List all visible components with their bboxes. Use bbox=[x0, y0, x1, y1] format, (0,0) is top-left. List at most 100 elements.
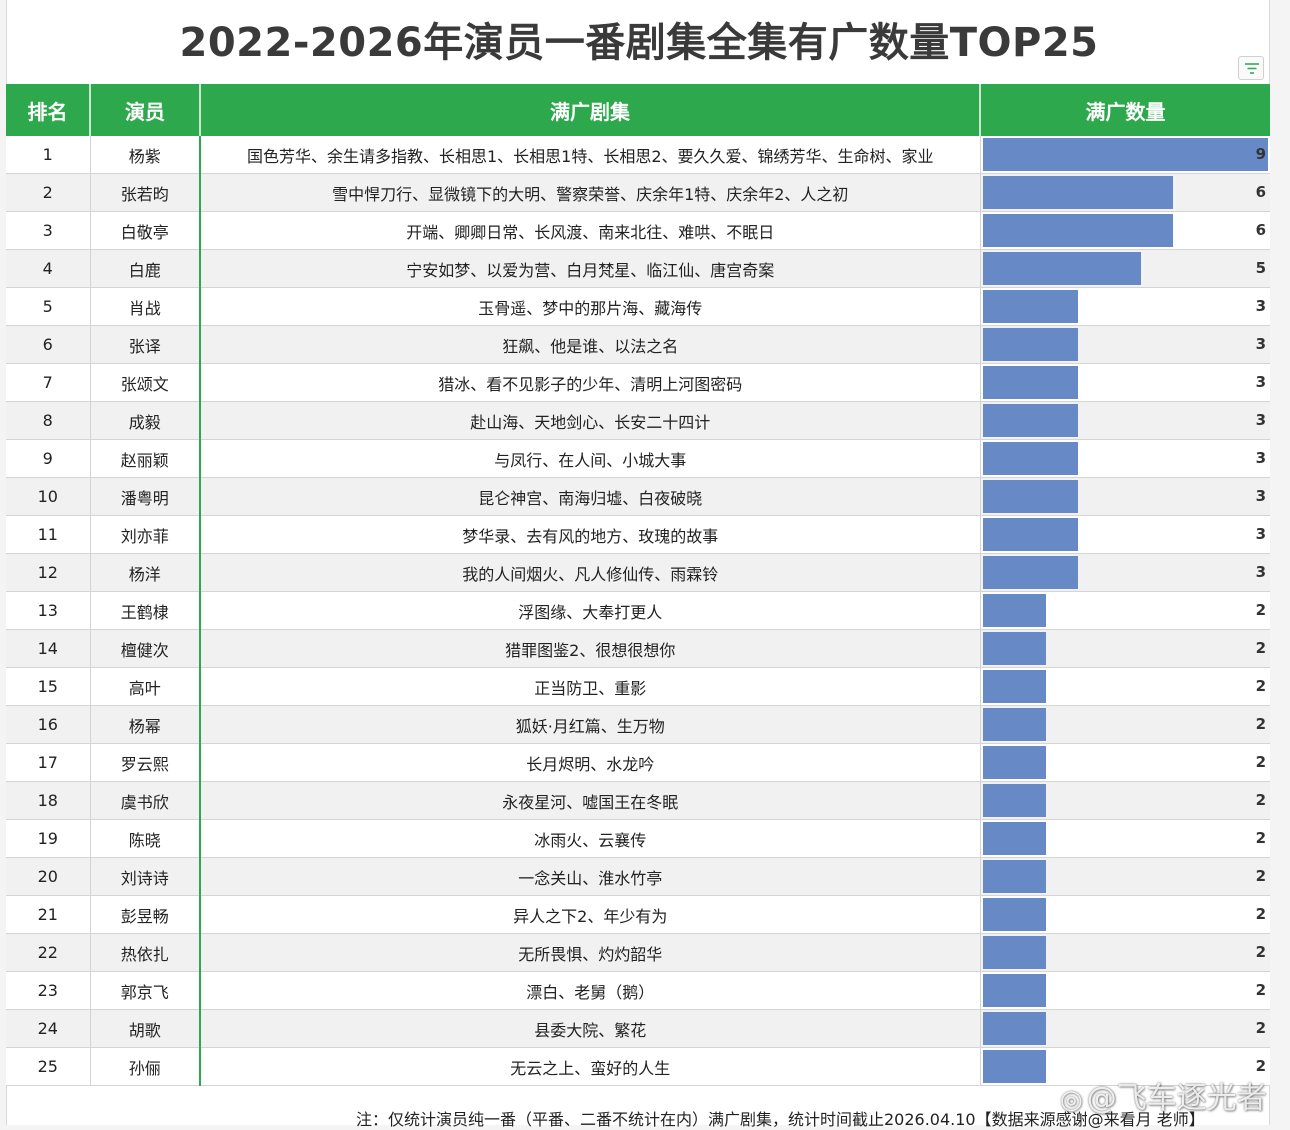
count-value: 3 bbox=[1255, 525, 1266, 543]
rank-cell: 20 bbox=[6, 857, 91, 896]
actor-cell: 杨紫 bbox=[90, 136, 201, 174]
rank-cell: 25 bbox=[6, 1047, 91, 1086]
actor-cell: 虞书欣 bbox=[90, 781, 201, 820]
table-row[interactable]: 14 檀健次 猎罪图鉴2、很想很想你 2 bbox=[6, 629, 1270, 668]
count-value: 3 bbox=[1255, 487, 1266, 505]
dramas-cell: 无所畏惧、灼灼韶华 bbox=[200, 933, 981, 972]
count-cell: 6 bbox=[979, 173, 1270, 212]
rank-cell: 9 bbox=[6, 439, 91, 478]
table-row[interactable]: 19 陈晓 冰雨火、云襄传 2 bbox=[6, 819, 1270, 858]
rank-cell: 11 bbox=[6, 515, 91, 554]
table-row[interactable]: 10 潘粤明 昆仑神宫、南海归墟、白夜破晓 3 bbox=[6, 477, 1270, 516]
count-bar bbox=[982, 442, 1078, 475]
actor-cell: 张译 bbox=[90, 325, 201, 364]
rank-cell: 16 bbox=[6, 705, 91, 744]
dramas-cell: 宁安如梦、以爱为营、白月梵星、临江仙、唐宫奇案 bbox=[200, 249, 981, 288]
dramas-cell: 一念关山、淮水竹亭 bbox=[200, 857, 981, 896]
rank-cell: 21 bbox=[6, 895, 91, 934]
count-cell: 2 bbox=[979, 591, 1270, 630]
rank-cell: 15 bbox=[6, 667, 91, 706]
count-bar bbox=[982, 556, 1078, 589]
count-bar bbox=[982, 860, 1046, 893]
table-row[interactable]: 1 杨紫 国色芳华、余生请多指教、长相思1、长相思1特、长相思2、要久久爱、锦绣芳华… bbox=[6, 136, 1270, 174]
rank-cell: 13 bbox=[6, 591, 91, 630]
watermark-text: @飞车逐光者 bbox=[1086, 1081, 1267, 1116]
table-row[interactable]: 7 张颂文 猎冰、看不见影子的少年、清明上河图密码 3 bbox=[6, 363, 1270, 402]
table-row[interactable]: 3 白敬亭 开端、卿卿日常、长风渡、南来北往、难哄、不眠日 6 bbox=[6, 211, 1270, 250]
count-cell: 2 bbox=[979, 629, 1270, 668]
count-value: 2 bbox=[1255, 943, 1266, 961]
table-row[interactable]: 13 王鹤棣 浮图缘、大奉打更人 2 bbox=[6, 591, 1270, 630]
rank-cell: 14 bbox=[6, 629, 91, 668]
count-cell: 2 bbox=[979, 667, 1270, 706]
actor-cell: 张颂文 bbox=[90, 363, 201, 402]
dramas-cell: 赴山海、天地剑心、长安二十四计 bbox=[200, 401, 981, 440]
count-bar bbox=[982, 480, 1078, 513]
count-bar bbox=[982, 404, 1078, 437]
table-row[interactable]: 25 孙俪 无云之上、蛮好的人生 2 bbox=[6, 1047, 1270, 1086]
weibo-logo-icon: ◎ bbox=[1060, 1085, 1083, 1115]
rank-cell: 10 bbox=[6, 477, 91, 516]
page-title: 2022-2026年演员一番剧集全集有广数量TOP25 bbox=[179, 20, 1099, 66]
dramas-cell: 开端、卿卿日常、长风渡、南来北往、难哄、不眠日 bbox=[200, 211, 981, 250]
table-body: 1 杨紫 国色芳华、余生请多指教、长相思1、长相思1特、长相思2、要久久爱、锦绣芳华… bbox=[6, 136, 1270, 1086]
rank-cell: 19 bbox=[6, 819, 91, 858]
count-value: 2 bbox=[1255, 601, 1266, 619]
actor-cell: 热依扎 bbox=[90, 933, 201, 972]
count-value: 3 bbox=[1255, 335, 1266, 353]
table-row[interactable]: 21 彭昱畅 异人之下2、年少有为 2 bbox=[6, 895, 1270, 934]
count-bar bbox=[982, 290, 1078, 323]
table-row[interactable]: 23 郭京飞 漂白、老舅（鹅） 2 bbox=[6, 971, 1270, 1010]
table-row[interactable]: 6 张译 狂飙、他是谁、以法之名 3 bbox=[6, 325, 1270, 364]
filter-button[interactable] bbox=[1238, 56, 1264, 80]
header-actor[interactable]: 演员 bbox=[90, 84, 201, 136]
dramas-cell: 猎罪图鉴2、很想很想你 bbox=[200, 629, 981, 668]
actor-cell: 成毅 bbox=[90, 401, 201, 440]
table-row[interactable]: 11 刘亦菲 梦华录、去有风的地方、玫瑰的故事 3 bbox=[6, 515, 1270, 554]
watermark: ◎ @飞车逐光者 bbox=[1060, 1073, 1267, 1117]
table-row[interactable]: 22 热依扎 无所畏惧、灼灼韶华 2 bbox=[6, 933, 1270, 972]
table-row[interactable]: 4 白鹿 宁安如梦、以爱为营、白月梵星、临江仙、唐宫奇案 5 bbox=[6, 249, 1270, 288]
table-row[interactable]: 18 虞书欣 永夜星河、嘘国王在冬眠 2 bbox=[6, 781, 1270, 820]
table-row[interactable]: 8 成毅 赴山海、天地剑心、长安二十四计 3 bbox=[6, 401, 1270, 440]
rank-cell: 23 bbox=[6, 971, 91, 1010]
header-rank[interactable]: 排名 bbox=[6, 84, 91, 136]
count-value: 5 bbox=[1255, 259, 1266, 277]
rank-cell: 22 bbox=[6, 933, 91, 972]
table-row[interactable]: 12 杨洋 我的人间烟火、凡人修仙传、雨霖铃 3 bbox=[6, 553, 1270, 592]
count-value: 2 bbox=[1255, 829, 1266, 847]
count-cell: 3 bbox=[979, 363, 1270, 402]
count-cell: 2 bbox=[979, 1009, 1270, 1048]
count-bar bbox=[982, 214, 1173, 247]
count-cell: 6 bbox=[979, 211, 1270, 250]
actor-cell: 孙俪 bbox=[90, 1047, 201, 1086]
rank-cell: 17 bbox=[6, 743, 91, 782]
table-row[interactable]: 20 刘诗诗 一念关山、淮水竹亭 2 bbox=[6, 857, 1270, 896]
count-value: 2 bbox=[1255, 639, 1266, 657]
actor-cell: 白鹿 bbox=[90, 249, 201, 288]
count-bar bbox=[982, 822, 1046, 855]
count-cell: 5 bbox=[979, 249, 1270, 288]
count-value: 2 bbox=[1255, 753, 1266, 771]
count-value: 6 bbox=[1255, 183, 1266, 201]
table-row[interactable]: 9 赵丽颖 与凤行、在人间、小城大事 3 bbox=[6, 439, 1270, 478]
filter-icon bbox=[1245, 63, 1259, 74]
table-row[interactable]: 17 罗云熙 长月烬明、水龙吟 2 bbox=[6, 743, 1270, 782]
count-value: 2 bbox=[1255, 1019, 1266, 1037]
actor-cell: 刘诗诗 bbox=[90, 857, 201, 896]
actor-cell: 陈晓 bbox=[90, 819, 201, 858]
table-row[interactable]: 15 高叶 正当防卫、重影 2 bbox=[6, 667, 1270, 706]
count-bar bbox=[982, 176, 1173, 209]
count-bar bbox=[982, 708, 1046, 741]
table-row[interactable]: 5 肖战 玉骨遥、梦中的那片海、藏海传 3 bbox=[6, 287, 1270, 326]
table-row[interactable]: 2 张若昀 雪中悍刀行、显微镜下的大明、警察荣誉、庆余年1特、庆余年2、人之初 6 bbox=[6, 173, 1270, 212]
count-value: 2 bbox=[1255, 867, 1266, 885]
header-count[interactable]: 满广数量 bbox=[980, 84, 1270, 136]
table-row[interactable]: 24 胡歌 县委大院、繁花 2 bbox=[6, 1009, 1270, 1048]
table-row[interactable]: 16 杨幂 狐妖·月红篇、生万物 2 bbox=[6, 705, 1270, 744]
dramas-cell: 永夜星河、嘘国王在冬眠 bbox=[200, 781, 981, 820]
count-bar bbox=[982, 746, 1046, 779]
header-dramas[interactable]: 满广剧集 bbox=[200, 84, 981, 136]
dramas-cell: 漂白、老舅（鹅） bbox=[200, 971, 981, 1010]
count-cell: 3 bbox=[979, 325, 1270, 364]
